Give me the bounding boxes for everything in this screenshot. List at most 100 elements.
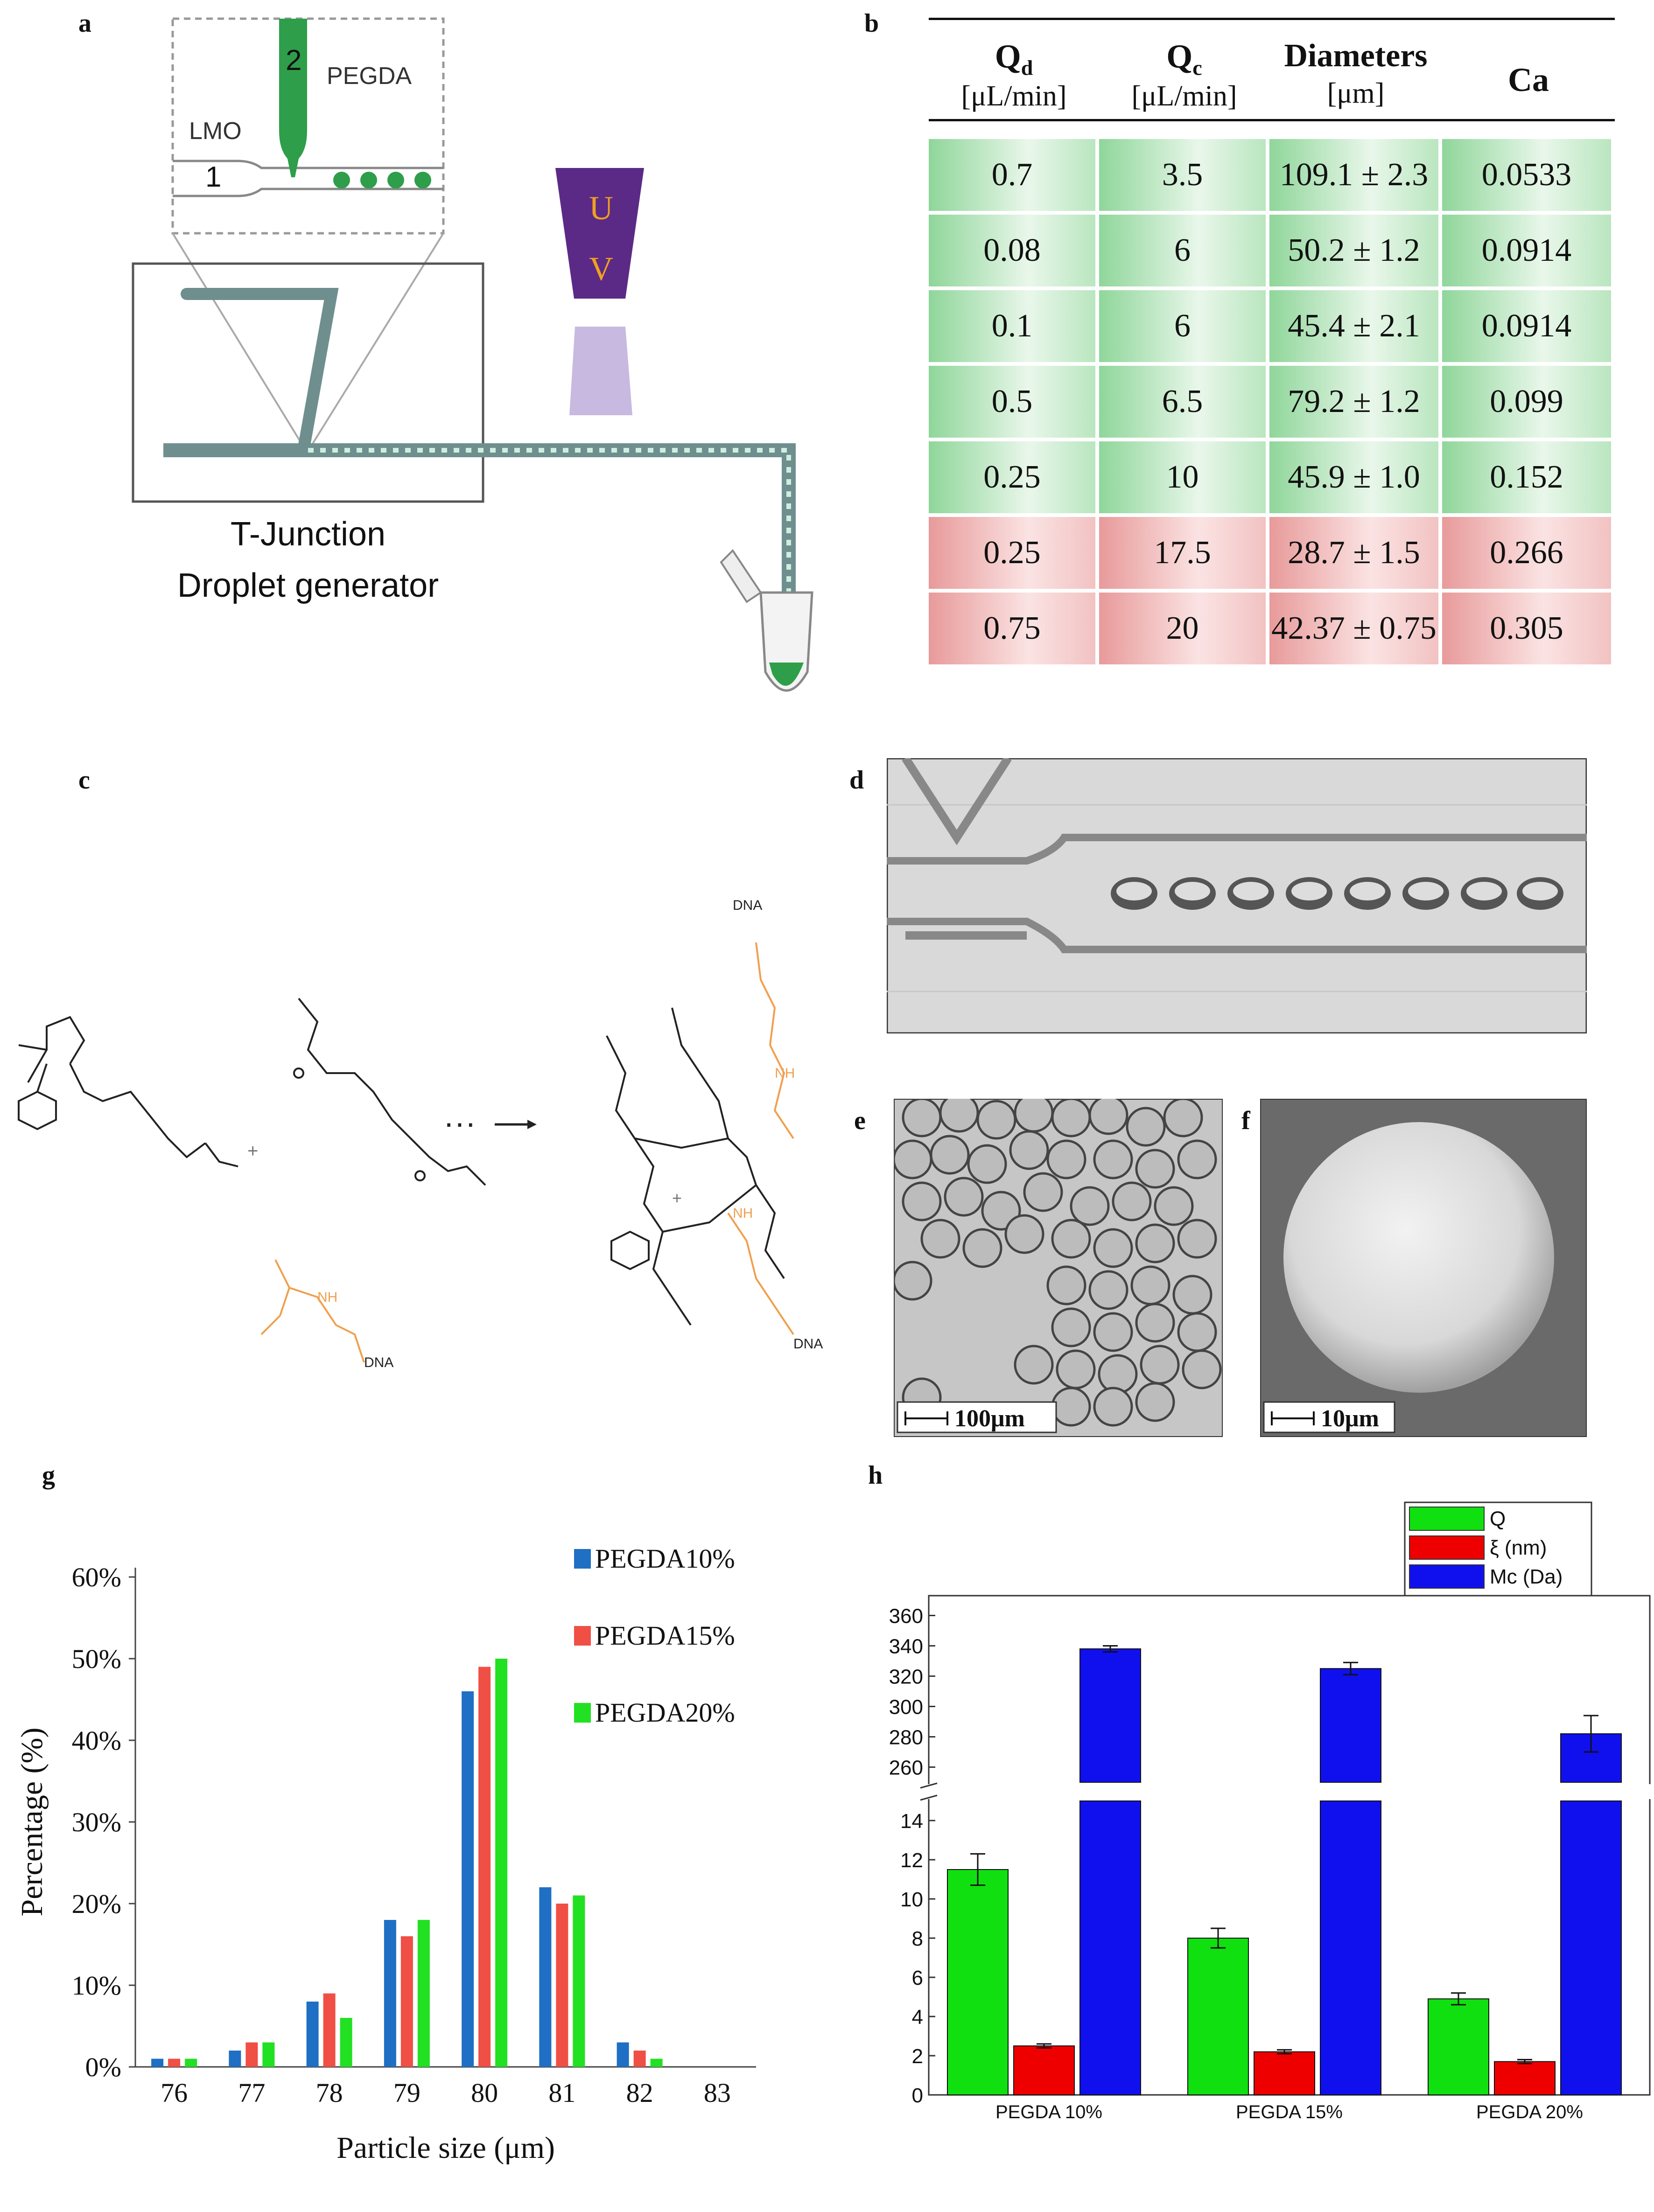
table-cell-qc: 6 [1099, 215, 1266, 286]
x-tick-label: PEGDA 20% [1476, 2102, 1583, 2122]
bead [1014, 1099, 1054, 1133]
table-cell-qd: 0.1 [929, 290, 1095, 362]
bar-pegda20 [650, 2058, 663, 2067]
scale-bar-box-f [1263, 1401, 1395, 1433]
legend-label: Q [1490, 1507, 1506, 1530]
bar-pegda15 [478, 1667, 491, 2067]
panel-e-bead-image: 100μm [894, 1099, 1223, 1437]
panel-label-e: e [854, 1106, 866, 1135]
error-bar [1584, 1715, 1598, 1753]
x-tick-label: 83 [704, 2078, 731, 2108]
pegda-label: PEGDA [327, 63, 412, 90]
table-cell-ca: 0.0533 [1442, 139, 1611, 211]
dna-label-1: DNA [364, 1355, 393, 1370]
table-cell-ca: 0.0914 [1442, 290, 1611, 362]
y-tick-label: 50% [72, 1644, 121, 1674]
bead [1051, 1099, 1091, 1137]
bead [894, 1261, 932, 1301]
plot-frame [928, 1595, 1651, 2096]
uv-v-label: V [589, 250, 613, 287]
panel-f-sem-image: 10μm [1260, 1099, 1587, 1437]
table-cell-qd: 0.25 [929, 517, 1095, 589]
x-tick-label: 81 [548, 2078, 575, 2108]
table-top-rule [929, 18, 1615, 20]
x-tick-label: 78 [316, 2078, 343, 2108]
break-mark [920, 1782, 938, 1801]
table-cell-ca: 0.152 [1442, 441, 1611, 513]
bar-pegda15 [556, 1904, 568, 2067]
legend-swatch [574, 1703, 591, 1723]
zoom-inset-box [171, 17, 445, 235]
x-tick-label: PEGDA 15% [1236, 2102, 1343, 2122]
bar-pegda20 [185, 2058, 197, 2067]
y-tick-label: 0% [85, 2052, 121, 2082]
inset-droplets [333, 172, 431, 188]
bead [1093, 1139, 1133, 1179]
legend-swatch [574, 1626, 591, 1646]
table-cell-ca: 0.305 [1442, 593, 1611, 664]
bead [1088, 1270, 1128, 1310]
panel-d-microscope-droplets [887, 758, 1587, 1033]
tube-cap [720, 549, 762, 603]
y-tick-label: 30% [72, 1807, 121, 1837]
bar-pegda15 [245, 2042, 258, 2067]
bar-q [1428, 1998, 1489, 2095]
scale-bar-box-e [897, 1401, 1057, 1433]
bar-pegda10 [229, 2051, 241, 2067]
y-tick-label: 40% [72, 1725, 121, 1756]
bead [1070, 1186, 1110, 1226]
bar-pegda10 [384, 1920, 396, 2067]
table-row: 0.75 20 42.37 ± 0.75 0.305 [929, 593, 1615, 664]
table-cell-qd: 0.08 [929, 215, 1095, 286]
legend-label: ξ (nm) [1490, 1536, 1547, 1559]
y-tick-label-lower: 8 [912, 1927, 923, 1950]
panel-label-h: h [868, 1461, 883, 1490]
table-cell-qc: 10 [1099, 441, 1266, 513]
panel-label-b: b [864, 9, 879, 38]
bar-pegda10 [539, 1887, 552, 2067]
table-cell-qd: 0.25 [929, 441, 1095, 513]
sem-bead [1283, 1122, 1554, 1393]
table-row: 0.25 10 45.9 ± 1.0 0.152 [929, 441, 1615, 513]
bead [1154, 1186, 1194, 1226]
y-axis-label: Percentage (%) [15, 1728, 49, 1917]
table-row: 0.25 17.5 28.7 ± 1.5 0.266 [929, 517, 1615, 589]
bead [1126, 1107, 1166, 1147]
bead [962, 1228, 1002, 1268]
y-tick-label-upper: 360 [889, 1605, 923, 1628]
bead [1051, 1387, 1091, 1427]
bead [1051, 1219, 1091, 1259]
caption-line-2: Droplet generator [177, 567, 439, 604]
x-tick-label: 77 [238, 2078, 265, 2108]
table-row: 0.1 6 45.4 ± 2.1 0.0914 [929, 290, 1615, 362]
y-tick-label-lower: 0 [912, 2084, 923, 2107]
dna-label-2: DNA [733, 898, 762, 913]
bar-pegda20 [573, 1895, 585, 2067]
bar-pegda20 [495, 1659, 508, 2067]
bar-q [947, 1869, 1009, 2095]
lmo-label: LMO [189, 118, 242, 145]
uv-u-label: U [589, 189, 613, 227]
y-tick-label-lower: 12 [900, 1849, 923, 1872]
header-qd: Qd [μL/min] [961, 38, 1067, 112]
bead [967, 1144, 1007, 1184]
legend-label: PEGDA10% [595, 1543, 735, 1574]
t-junction-box [132, 262, 484, 503]
panel-label-c: c [78, 766, 90, 795]
bar-pegda10 [617, 2042, 629, 2067]
uv-lamp [555, 168, 644, 299]
panel-label-g: g [42, 1461, 55, 1490]
channel-walls [887, 834, 1587, 953]
bar-nm [1494, 2061, 1556, 2095]
panel-label-f: f [1241, 1106, 1250, 1135]
table-cell-diam: 50.2 ± 1.2 [1269, 215, 1438, 286]
bead [1023, 1172, 1063, 1212]
bar-pegda10 [306, 2002, 319, 2067]
x-tick-label: 79 [393, 2078, 421, 2108]
uv-beam [569, 327, 632, 415]
zoom-lines [172, 232, 444, 454]
table-cell-ca: 0.0914 [1442, 215, 1611, 286]
legend-label: Mc (Da) [1490, 1565, 1563, 1588]
inset-channel [173, 160, 443, 197]
bead [1177, 1219, 1217, 1259]
